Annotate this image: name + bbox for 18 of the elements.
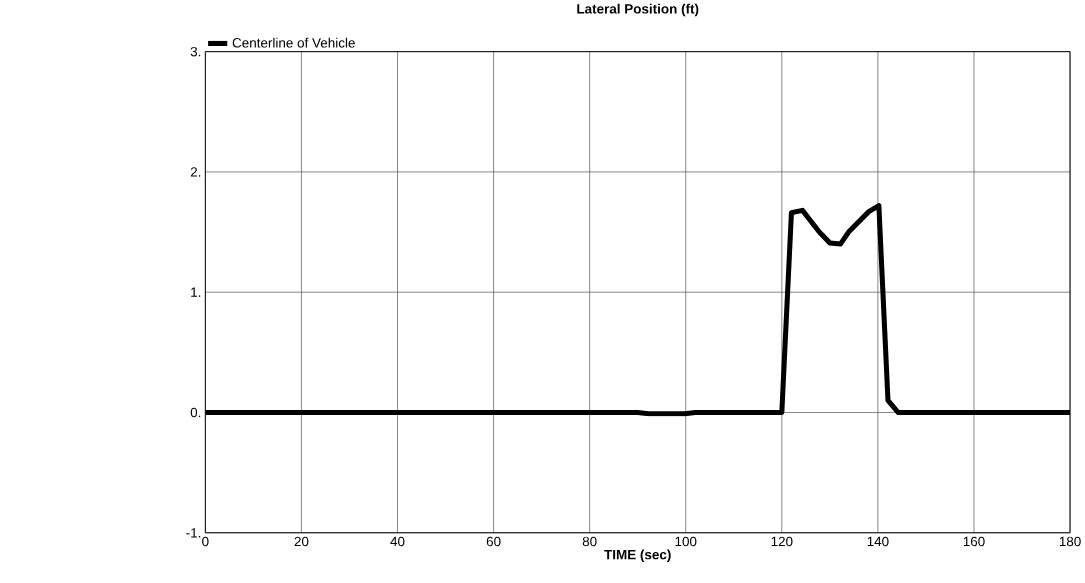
x-axis-title: TIME (sec) [604, 549, 671, 562]
x-tick-label: 140 [867, 536, 889, 547]
x-tick-label: 160 [963, 536, 985, 547]
y-tick-label: 2. [190, 167, 201, 177]
y-tick-label: 3. [190, 46, 201, 57]
x-tick-label: 80 [582, 536, 597, 547]
x-tick-label: 0 [202, 536, 209, 547]
x-tick-label: 100 [675, 536, 697, 547]
x-tick-label: 20 [294, 536, 309, 547]
y-tick-label: 1. [191, 287, 201, 297]
legend-label: Centerline of Vehicle [232, 37, 355, 48]
x-tick-label: 60 [486, 536, 501, 547]
y-tick-label: -1. [186, 528, 201, 538]
chart-title: Lateral Position (ft) [577, 3, 699, 17]
x-tick-label: 180 [1059, 536, 1081, 547]
y-tick-label: 0. [190, 407, 201, 418]
x-tick-label: 40 [390, 536, 405, 547]
x-tick-label: 120 [771, 536, 793, 547]
